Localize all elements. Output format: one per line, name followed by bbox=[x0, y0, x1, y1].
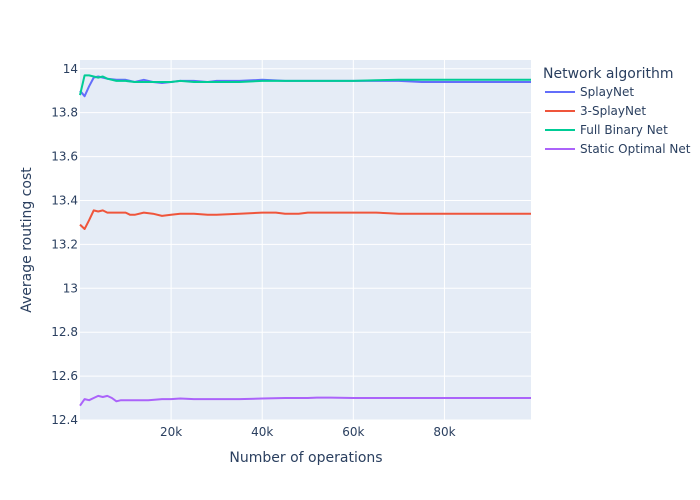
legend-label: Static Optimal Net bbox=[580, 142, 691, 156]
legend-item-full-binary-net[interactable]: Full Binary Net bbox=[545, 123, 668, 137]
legend-item-splaynet[interactable]: SplayNet bbox=[545, 85, 634, 99]
y-tick-label: 13.2 bbox=[51, 237, 78, 251]
x-axis-ticks: 20k 40k 60k 80k bbox=[160, 425, 456, 439]
legend-label: Full Binary Net bbox=[580, 123, 668, 137]
legend-label: SplayNet bbox=[580, 85, 634, 99]
y-tick-label: 12.4 bbox=[51, 413, 78, 427]
y-tick-label: 14 bbox=[63, 62, 78, 76]
y-tick-label: 13.4 bbox=[51, 193, 78, 207]
x-tick-label: 80k bbox=[433, 425, 455, 439]
legend-items[interactable]: SplayNet 3-SplayNet Full Binary Net Static … bbox=[545, 85, 691, 156]
plot-area bbox=[80, 60, 531, 420]
y-axis-ticks: 12.4 12.6 12.8 13 13.2 13.4 13.6 13.8 14 bbox=[51, 62, 78, 427]
legend-item-static-optimal-net[interactable]: Static Optimal Net bbox=[545, 142, 691, 156]
legend[interactable]: Network algorithm SplayNet 3-SplayNet Full… bbox=[543, 66, 691, 156]
legend-title: Network algorithm bbox=[543, 66, 673, 82]
x-axis-title: Number of operations bbox=[229, 450, 382, 466]
y-tick-label: 13.6 bbox=[51, 150, 78, 164]
series-lines bbox=[79, 74, 531, 407]
series-line-full-binary-net bbox=[79, 74, 531, 96]
y-tick-label: 13.8 bbox=[51, 106, 78, 120]
gridlines bbox=[80, 60, 531, 421]
y-tick-label: 12.8 bbox=[51, 325, 78, 339]
series-line-3-splaynet bbox=[79, 209, 531, 230]
y-tick-label: 13 bbox=[63, 281, 78, 295]
legend-item-3-splaynet[interactable]: 3-SplayNet bbox=[545, 104, 646, 118]
series-line-static-optimal-net bbox=[79, 394, 531, 407]
y-tick-label: 12.6 bbox=[51, 369, 78, 383]
x-tick-label: 40k bbox=[251, 425, 273, 439]
y-axis-title: Average routing cost bbox=[19, 167, 35, 313]
x-tick-label: 20k bbox=[160, 425, 182, 439]
x-tick-label: 60k bbox=[342, 425, 364, 439]
legend-label: 3-SplayNet bbox=[580, 104, 646, 118]
